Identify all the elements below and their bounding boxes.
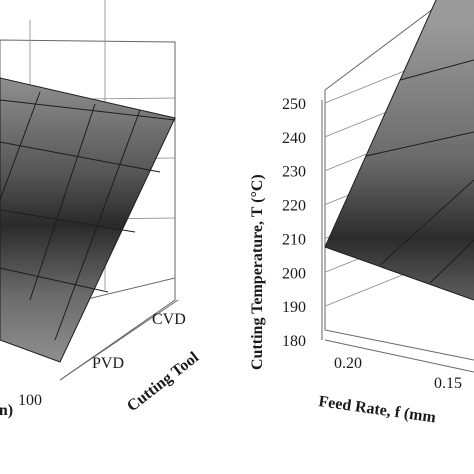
left-speed-axis: 100 (m/min) — [0, 392, 42, 419]
right-temperature-tick-210: 210 — [282, 231, 306, 248]
right-temperature-tick-230: 230 — [282, 164, 306, 181]
right-feed-tick-0.15: 0.15 — [434, 375, 462, 392]
right-feed-tick-0.20: 0.20 — [334, 355, 362, 372]
right-temperature-axis: 180 190 200 210 220 230 240 250 Cutting Tempera… — [249, 96, 323, 370]
right-feed-rate-axis: 0.20 0.15 Feed Rate, f (mm — [317, 339, 474, 427]
left-speed-tick-100: 100 — [18, 392, 42, 409]
right-temperature-tick-220: 220 — [282, 198, 306, 215]
right-surface-plot: 180 190 200 210 220 230 240 250 Cutting Tempera… — [249, 0, 474, 427]
left-cutting-tool-axis-label: Cutting Tool — [124, 349, 203, 416]
right-feed-rate-axis-label: Feed Rate, f (mm — [317, 393, 437, 426]
right-temperature-tick-240: 240 — [282, 130, 306, 147]
right-temperature-tick-200: 200 — [282, 265, 306, 282]
left-cutting-tool-tick-cvd: CVD — [152, 311, 186, 328]
left-surface-plot: PVD CVD Cutting Tool 100 (m/min) — [0, 0, 203, 419]
right-surface — [325, 0, 474, 300]
right-surface-mesh — [324, 0, 474, 301]
right-temperature-axis-label: Cutting Temperature, T (°C) — [249, 174, 266, 370]
right-temperature-tick-180: 180 — [282, 333, 306, 350]
right-temperature-tick-250: 250 — [282, 96, 306, 113]
left-surface — [0, 78, 175, 362]
right-temperature-tick-190: 190 — [282, 299, 306, 316]
left-speed-axis-label: (m/min) — [0, 402, 13, 419]
left-cutting-tool-tick-pvd: PVD — [92, 355, 124, 372]
left-surface-mesh — [0, 77, 176, 363]
